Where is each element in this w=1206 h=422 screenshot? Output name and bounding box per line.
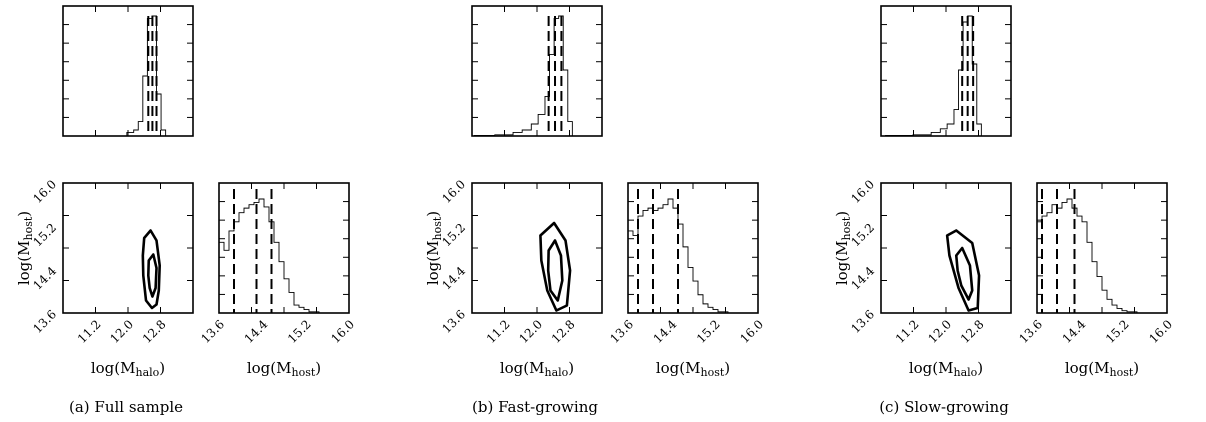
host-histogram-frame xyxy=(218,182,350,314)
contour-level-1 xyxy=(539,221,572,312)
host-x-tick-label: 14.4 xyxy=(242,317,271,346)
x-axis-label-halo: log(Mhalo) xyxy=(500,359,574,379)
x-axis-label-host: log(Mhost) xyxy=(656,359,730,379)
x-axis-label-host: log(Mhost) xyxy=(247,359,321,379)
host-y-tick-label: 16.0 xyxy=(439,177,468,206)
host-y-tick-label: 13.6 xyxy=(439,307,468,336)
x-axis-label-host: log(Mhost) xyxy=(1065,359,1139,379)
x-axis-label-halo: log(Mhalo) xyxy=(91,359,165,379)
host-x-tick-label: 14.4 xyxy=(651,317,680,346)
y-axis-label-host: log(Mhost) xyxy=(15,211,35,285)
host-x-tick-label: 16.0 xyxy=(737,317,766,346)
contour-level-2 xyxy=(146,253,158,298)
host-x-tick-label: 13.6 xyxy=(1016,317,1045,346)
host-histogram-frame xyxy=(627,182,759,314)
halo-tick-label: 12.8 xyxy=(958,317,987,346)
corner-plot-b: 11.2 12.0 12.8 13.6 14.4 15.2 16.0 log(Mhalo) lo… xyxy=(424,5,766,379)
contour-level-2 xyxy=(546,239,564,302)
halo-tick-label: 11.2 xyxy=(484,317,513,346)
x-axis-label-halo: log(Mhalo) xyxy=(909,359,983,379)
host-y-tick-label: 14.4 xyxy=(848,264,877,293)
host-x-tick-label: 14.4 xyxy=(1060,317,1089,346)
halo-tick-label: 12.0 xyxy=(107,317,136,346)
caption-b: (b) Fast-growing xyxy=(472,398,598,416)
halo-histogram xyxy=(885,15,986,137)
host-histogram-frame xyxy=(1036,182,1168,314)
host-y-tick-label: 16.0 xyxy=(30,177,59,206)
host-x-tick-label: 13.6 xyxy=(198,317,227,346)
contour-frame xyxy=(62,182,194,314)
host-x-tick-label: 16.0 xyxy=(1146,317,1175,346)
halo-histogram-frame xyxy=(62,5,194,137)
contour-level-1 xyxy=(945,229,981,312)
host-y-tick-label: 13.6 xyxy=(30,307,59,336)
host-histogram xyxy=(627,198,733,314)
halo-tick-label: 12.8 xyxy=(140,317,169,346)
contour-level-2 xyxy=(954,246,974,301)
contour-frame xyxy=(471,182,603,314)
corner-plot-c: 11.2 12.0 12.8 13.6 14.4 15.2 16.0 log(Mhalo) lo… xyxy=(833,5,1175,379)
host-x-tick-label: 16.0 xyxy=(328,317,357,346)
caption-a: (a) Full sample xyxy=(68,398,184,416)
host-y-tick-label: 16.0 xyxy=(848,177,877,206)
contour-level-1 xyxy=(141,229,162,310)
host-y-tick-label: 14.4 xyxy=(439,264,468,293)
host-x-tick-label: 15.2 xyxy=(1103,317,1132,346)
halo-tick-label: 12.0 xyxy=(925,317,954,346)
caption-c: (c) Slow-growing xyxy=(879,398,1009,416)
host-x-tick-label: 15.2 xyxy=(285,317,314,346)
host-x-tick-label: 13.6 xyxy=(607,317,636,346)
host-histogram xyxy=(1036,198,1142,314)
halo-tick-label: 12.0 xyxy=(516,317,545,346)
host-y-tick-label: 14.4 xyxy=(30,264,59,293)
halo-tick-label: 11.2 xyxy=(75,317,104,346)
y-axis-label-host: log(Mhost) xyxy=(833,211,853,285)
halo-tick-label: 11.2 xyxy=(893,317,922,346)
halo-histogram xyxy=(473,15,577,137)
contour-frame xyxy=(880,182,1012,314)
corner-plot-a: 11.2 12.0 12.8 13.6 14.4 15.2 16.0 log(Mhalo) lo… xyxy=(15,5,357,379)
halo-tick-label: 12.8 xyxy=(549,317,578,346)
host-x-tick-label: 15.2 xyxy=(694,317,723,346)
halo-histogram-frame xyxy=(880,5,1012,137)
y-axis-label-host: log(Mhost) xyxy=(424,211,444,285)
host-y-tick-label: 13.6 xyxy=(848,307,877,336)
halo-histogram-frame xyxy=(471,5,603,137)
